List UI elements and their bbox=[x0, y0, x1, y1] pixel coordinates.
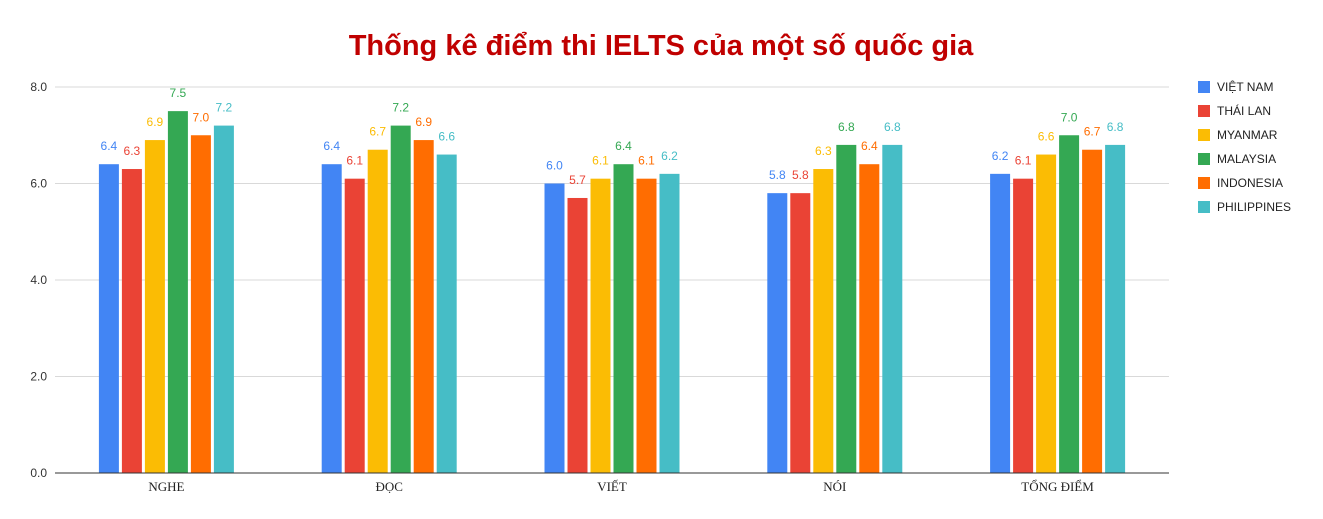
bar bbox=[344, 178, 365, 474]
chart-title: Thống kê điểm thi IELTS của một số quốc … bbox=[349, 30, 974, 62]
bar bbox=[567, 197, 588, 473]
data-label: 6.4 bbox=[615, 139, 632, 153]
data-label: 5.8 bbox=[769, 168, 786, 182]
legend-swatch bbox=[1198, 129, 1210, 141]
bar bbox=[321, 164, 342, 473]
bar bbox=[636, 178, 657, 474]
data-label: 6.1 bbox=[1015, 154, 1032, 168]
x-category-label: NÓI bbox=[823, 479, 846, 494]
bar bbox=[1105, 144, 1126, 473]
bar bbox=[190, 135, 211, 473]
bar bbox=[1082, 149, 1103, 473]
y-tick-label: 2.0 bbox=[30, 370, 47, 384]
legend-label: PHILIPPINES bbox=[1217, 200, 1291, 214]
bar bbox=[1013, 178, 1034, 474]
data-label: 6.9 bbox=[415, 115, 432, 129]
legend: VIỆT NAM THÁI LAN MYANMAR MALAYSIA INDONESIA… bbox=[1198, 79, 1291, 214]
bar bbox=[213, 125, 234, 473]
legend-label: INDONESIA bbox=[1217, 176, 1283, 190]
bar bbox=[121, 169, 142, 473]
bar bbox=[167, 111, 188, 473]
bar bbox=[882, 144, 903, 473]
bar bbox=[813, 169, 834, 473]
bars bbox=[98, 111, 1126, 474]
x-category-label: VIẾT bbox=[597, 479, 627, 494]
data-label: 5.7 bbox=[569, 173, 586, 187]
bar bbox=[790, 193, 811, 473]
legend-swatch bbox=[1198, 177, 1210, 189]
data-labels: 6.4 6.3 6.9 7.5 7.0 7.2 6.4 6.1 6.7 7.2 6.9 6.6 6.0 5… bbox=[101, 86, 1124, 187]
data-label: 7.0 bbox=[193, 110, 210, 124]
bar bbox=[859, 164, 880, 473]
y-tick-label: 0.0 bbox=[30, 466, 47, 480]
data-label: 6.1 bbox=[638, 154, 655, 168]
data-label: 6.0 bbox=[546, 159, 563, 173]
legend-label: MALAYSIA bbox=[1217, 152, 1276, 166]
data-label: 7.5 bbox=[170, 86, 187, 100]
bar bbox=[367, 149, 388, 473]
bar bbox=[1059, 135, 1080, 473]
data-label: 7.0 bbox=[1061, 110, 1078, 124]
data-label: 7.2 bbox=[392, 101, 409, 115]
y-tick-label: 6.0 bbox=[30, 177, 47, 191]
bar bbox=[590, 178, 611, 474]
x-category-label: TỔNG ĐIỂM bbox=[1021, 479, 1094, 494]
legend-label: VIỆT NAM bbox=[1217, 79, 1273, 94]
bar bbox=[144, 140, 165, 473]
legend-swatch bbox=[1198, 105, 1210, 117]
data-label: 6.3 bbox=[815, 144, 832, 158]
bar bbox=[544, 183, 565, 473]
data-label: 6.8 bbox=[1107, 120, 1124, 134]
y-tick-label: 4.0 bbox=[30, 273, 47, 287]
bar bbox=[98, 164, 119, 473]
data-label: 5.8 bbox=[792, 168, 809, 182]
data-label: 6.6 bbox=[1038, 130, 1055, 144]
legend-swatch bbox=[1198, 81, 1210, 93]
y-tick-label: 8.0 bbox=[30, 80, 47, 94]
bar bbox=[990, 173, 1011, 473]
x-category-label: ĐỌC bbox=[375, 479, 402, 494]
data-label: 6.1 bbox=[592, 154, 609, 168]
bar bbox=[413, 140, 434, 473]
data-label: 6.4 bbox=[101, 139, 118, 153]
bar bbox=[836, 144, 857, 473]
data-label: 6.3 bbox=[124, 144, 141, 158]
data-label: 6.7 bbox=[1084, 125, 1101, 139]
x-axis-categories: NGHE ĐỌC VIẾT NÓI TỔNG ĐIỂM bbox=[148, 479, 1094, 494]
data-label: 6.4 bbox=[323, 139, 340, 153]
data-label: 6.9 bbox=[147, 115, 164, 129]
data-label: 6.4 bbox=[861, 139, 878, 153]
data-label: 6.2 bbox=[661, 149, 678, 163]
data-label: 6.8 bbox=[884, 120, 901, 134]
x-category-label: NGHE bbox=[148, 479, 184, 494]
bar bbox=[1036, 154, 1057, 474]
data-label: 6.7 bbox=[369, 125, 386, 139]
data-label: 6.8 bbox=[838, 120, 855, 134]
legend-label: THÁI LAN bbox=[1217, 103, 1271, 118]
legend-swatch bbox=[1198, 153, 1210, 165]
gridlines bbox=[55, 86, 1169, 377]
bar bbox=[767, 193, 788, 473]
data-label: 6.2 bbox=[992, 149, 1009, 163]
bar bbox=[436, 154, 457, 474]
data-label: 7.2 bbox=[216, 101, 233, 115]
legend-label: MYANMAR bbox=[1217, 128, 1278, 142]
y-axis-ticks: 0.0 2.0 4.0 6.0 8.0 bbox=[30, 80, 47, 480]
bar bbox=[390, 125, 411, 473]
legend-swatch bbox=[1198, 201, 1210, 213]
bar bbox=[613, 164, 634, 473]
data-label: 6.6 bbox=[438, 130, 455, 144]
bar bbox=[659, 173, 680, 473]
data-label: 6.1 bbox=[346, 154, 363, 168]
